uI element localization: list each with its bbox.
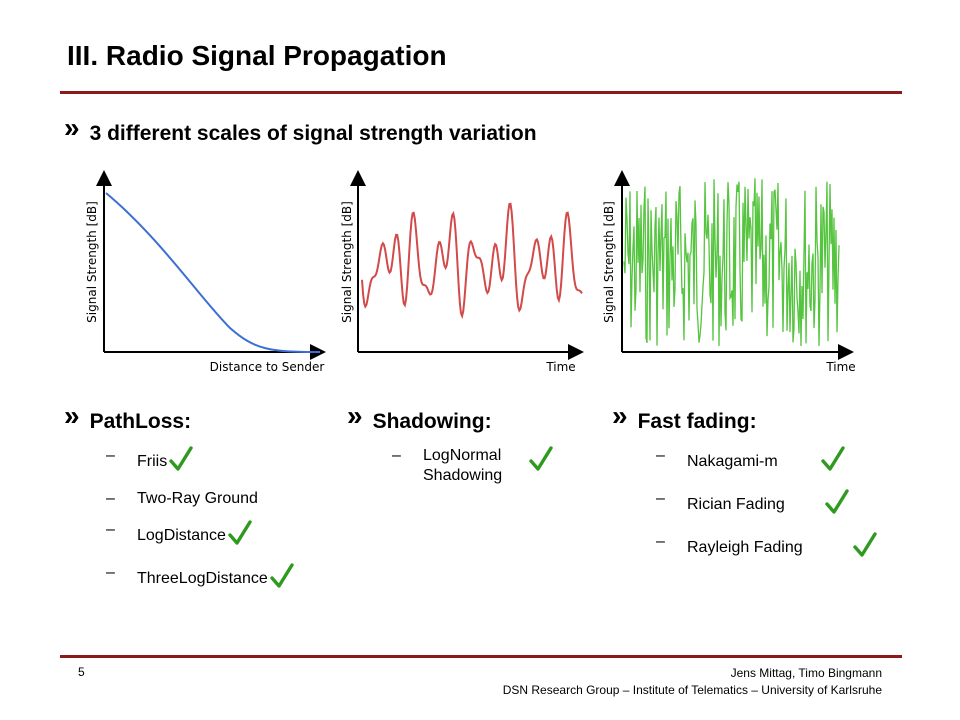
item-label: LogDistance bbox=[137, 527, 226, 545]
fastfading-curve bbox=[623, 178, 840, 347]
heading-text: PathLoss: bbox=[89, 410, 192, 433]
item-label: ThreeLogDistance bbox=[137, 570, 268, 588]
item-label: Friis bbox=[137, 453, 168, 471]
footer-authors: Jens Mittag, Timo Bingmann bbox=[730, 666, 882, 680]
item-label: Rayleigh Fading bbox=[687, 539, 803, 557]
shadowing-heading: » Shadowing: bbox=[347, 400, 492, 435]
checkmark-icon bbox=[853, 532, 877, 564]
list-item: – Two-Ray Ground bbox=[106, 490, 258, 507]
checkmark-icon bbox=[821, 446, 845, 478]
list-item: – LogDistance bbox=[106, 520, 346, 552]
headline-text: 3 different scales of signal strength va… bbox=[89, 122, 537, 145]
bullet-marker: » bbox=[64, 400, 80, 431]
list-item: – Rayleigh Fading bbox=[656, 532, 886, 564]
item-label: Rician Fading bbox=[687, 496, 785, 514]
checkmark-icon bbox=[270, 563, 294, 595]
x-axis-label: Time bbox=[825, 360, 855, 374]
pathloss-heading: » PathLoss: bbox=[64, 400, 192, 435]
checkmark-icon bbox=[825, 489, 849, 521]
heading-text: Fast fading: bbox=[637, 410, 757, 433]
slide-title: III. Radio Signal Propagation bbox=[67, 40, 447, 71]
checkmark-icon bbox=[529, 446, 553, 478]
shadowing-list: – LogNormal Shadowing bbox=[392, 446, 562, 497]
list-item: – LogNormal Shadowing bbox=[392, 446, 562, 486]
checkmark-icon bbox=[169, 446, 193, 478]
list-item: – Rician Fading bbox=[656, 489, 886, 521]
footer-rule bbox=[60, 655, 902, 658]
y-axis-label: Signal Strength [dB] bbox=[602, 201, 616, 323]
list-item: – Friis bbox=[106, 446, 346, 478]
page-number: 5 bbox=[78, 665, 85, 679]
list-item: – Nakagami-m bbox=[656, 446, 886, 478]
item-label: Two-Ray Ground bbox=[137, 490, 258, 507]
headline-bullet: » 3 different scales of signal strength v… bbox=[64, 112, 537, 147]
title-rule bbox=[60, 91, 902, 94]
x-axis-label: Distance to Sender bbox=[210, 360, 325, 374]
fastfading-list: – Nakagami-m – Rician Fading – Rayleigh Fad… bbox=[656, 446, 886, 575]
footer-credit: Jens Mittag, Timo Bingmann DSN Research … bbox=[503, 665, 882, 699]
fastfading-plot: Signal Strength [dB] Time bbox=[602, 170, 856, 374]
pathloss-curve bbox=[105, 192, 321, 353]
footer-affiliation: DSN Research Group – Institute of Telema… bbox=[502, 683, 882, 697]
checkmark-icon bbox=[228, 520, 252, 552]
item-label: LogNormal Shadowing bbox=[423, 447, 503, 484]
x-axis-label: Time bbox=[545, 360, 575, 374]
bullet-marker: » bbox=[612, 400, 628, 431]
fastfading-heading: » Fast fading: bbox=[612, 400, 757, 435]
y-axis-label: Signal Strength [dB] bbox=[85, 201, 99, 323]
list-item: – ThreeLogDistance bbox=[106, 563, 346, 595]
y-axis-label: Signal Strength [dB] bbox=[340, 201, 354, 323]
pathloss-plot: Signal Strength [dB] Distance to Sender bbox=[85, 170, 326, 374]
bullet-marker: » bbox=[64, 112, 80, 143]
heading-text: Shadowing: bbox=[372, 410, 492, 433]
shadowing-curve bbox=[361, 202, 583, 320]
pathloss-list: – Friis – Two-Ray Ground – LogDistance – Thr… bbox=[106, 446, 346, 606]
bullet-marker: » bbox=[347, 400, 363, 431]
shadowing-plot: Signal Strength [dB] Time bbox=[340, 170, 584, 374]
item-label: Nakagami-m bbox=[687, 453, 778, 471]
